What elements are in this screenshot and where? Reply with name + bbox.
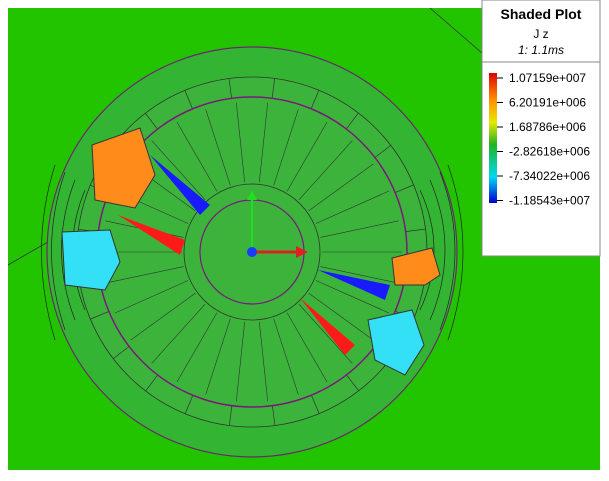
legend-title: Shaded Plot	[501, 6, 582, 22]
legend-time: 1: 1.1ms	[518, 43, 564, 57]
legend-level: -1.18543e+007	[509, 194, 590, 208]
legend-level: 1.68786e+006	[509, 120, 586, 134]
legend-level: -2.82618e+006	[509, 145, 590, 159]
legend-level: 1.07159e+007	[509, 71, 586, 85]
axis-z	[247, 247, 257, 257]
legend-level: -7.34022e+006	[509, 169, 590, 183]
viewport: Shaded Plot J z 1: 1.1ms 1.07159e+007 6.2…	[0, 0, 609, 481]
legend-level: 6.20191e+006	[509, 96, 586, 110]
color-bar	[489, 73, 497, 203]
legend-quantity: J z	[533, 27, 548, 41]
